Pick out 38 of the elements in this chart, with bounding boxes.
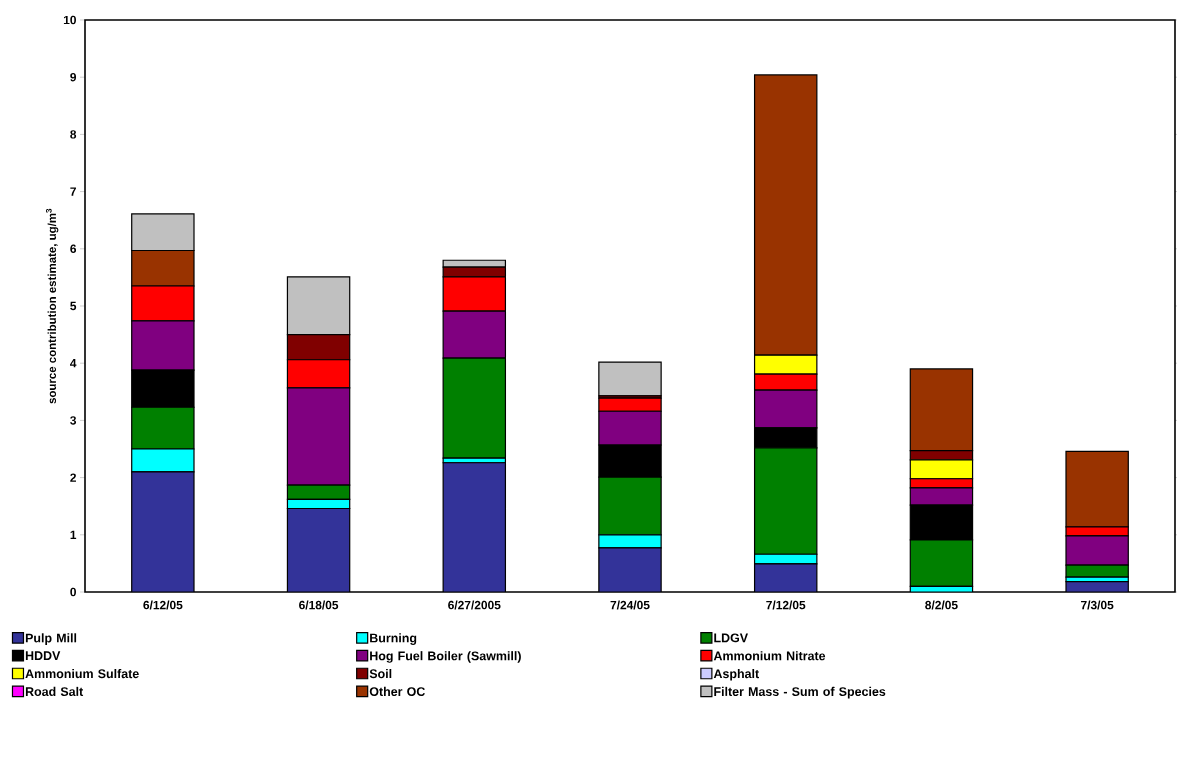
x-tick-label: 7/24/05 <box>610 600 650 610</box>
legend-label: Hog Fuel Boiler (Sawmill) <box>370 651 521 663</box>
y-tick-label: 4 <box>70 359 77 368</box>
y-tick-label: 3 <box>70 416 77 425</box>
legend-label: Road Salt <box>25 686 84 697</box>
y-tick-label: 5 <box>70 301 77 311</box>
bar <box>598 361 662 397</box>
x-tick-label: 6/12/05 <box>143 600 183 610</box>
y-tick-label: 2 <box>70 473 76 482</box>
legend-label: Ammonium Sulfate <box>25 668 139 679</box>
bar <box>598 547 662 592</box>
legend-label: Burning <box>370 633 417 645</box>
bar <box>753 563 818 592</box>
y-tick-label: 7 <box>70 187 76 196</box>
legend-label: Other OC <box>369 686 425 697</box>
y-axis-title: source contribution estimate, ug/m$^{3}$ <box>45 208 59 404</box>
legend-label: LDGV <box>714 633 748 643</box>
legend-label: Soil <box>369 668 392 679</box>
y-tick-label: 10 <box>63 15 76 25</box>
legend-label: HDDV <box>25 651 61 660</box>
y-tick-label: 0 <box>70 587 76 597</box>
bar <box>442 462 507 592</box>
x-tick-label: 6/27/2005 <box>448 600 501 610</box>
x-tick-label: 7/3/05 <box>1081 600 1114 610</box>
y-tick-label: 6 <box>70 244 77 254</box>
legend-label: Pulp Mill <box>25 633 77 645</box>
bar <box>286 507 351 592</box>
x-tick-label: 6/18/05 <box>299 600 339 610</box>
legend-label: Ammonium Nitrate <box>713 651 826 661</box>
y-tick-label: 9 <box>70 72 77 82</box>
x-tick-label: 7/12/05 <box>766 600 806 610</box>
bar <box>131 448 195 473</box>
bar <box>131 471 195 592</box>
legend-label: Filter Mass - Sum of Species <box>714 686 886 699</box>
y-tick-label: 8 <box>70 130 77 139</box>
legend-label: Asphalt <box>713 668 759 681</box>
y-tick-label: 1 <box>70 530 77 539</box>
x-tick-label: 8/2/05 <box>925 600 958 610</box>
